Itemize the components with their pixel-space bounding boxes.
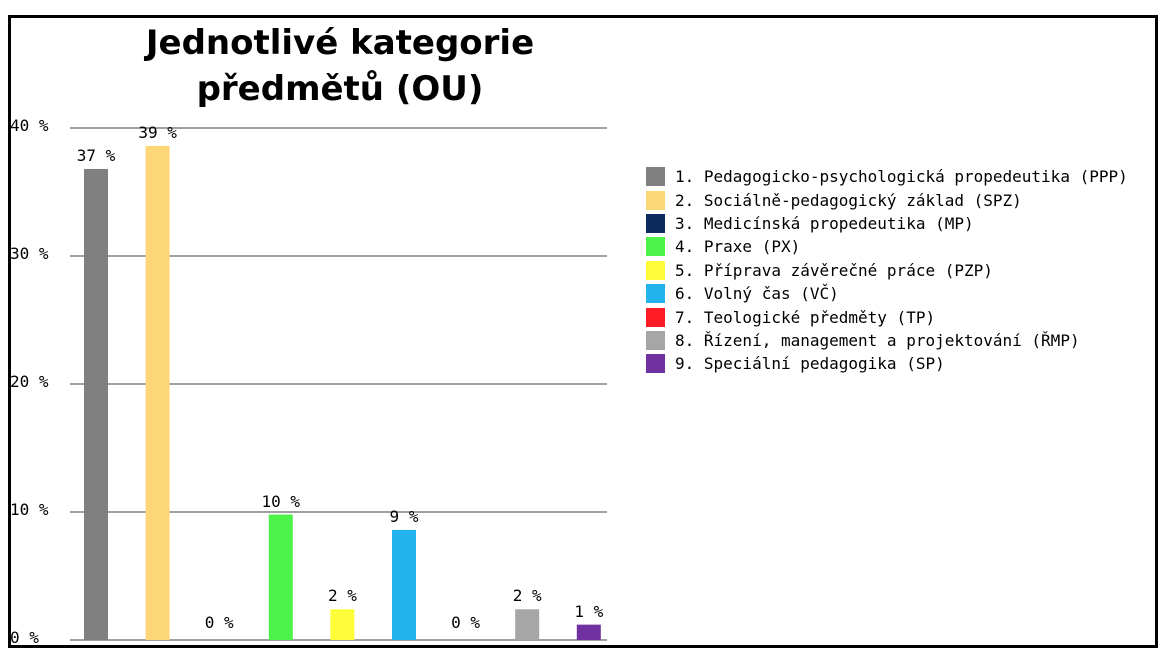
legend-label: 4. Praxe (PX): [675, 237, 801, 257]
legend-label: 1. Pedagogicko-psychologická propedeutik…: [675, 167, 1128, 187]
legend-label: 2. Sociálně-pedagogický základ (SPZ): [675, 190, 1022, 210]
legend-swatch: [646, 167, 665, 187]
y-tick-label: 40 %: [10, 116, 49, 135]
legend-item: 6. Volný čas (VČ): [646, 282, 1128, 305]
bar: [268, 514, 293, 640]
legend-item: 7. Teologické předměty (TP): [646, 305, 1128, 328]
legend-swatch: [646, 213, 665, 233]
legend-swatch: [646, 354, 665, 374]
data-label: 10 %: [261, 491, 301, 511]
legend-item: 2. Sociálně-pedagogický základ (SPZ): [646, 188, 1128, 211]
data-label: 0 %: [451, 613, 481, 632]
legend-item: 4. Praxe (PX): [646, 235, 1128, 258]
legend-label: 8. Řízení, management a projektování (ŘM…: [675, 330, 1080, 350]
y-tick-label: 30 %: [10, 244, 49, 263]
bar: [515, 609, 540, 640]
chart-title: Jednotlivé kategorie předmětů (OU): [145, 23, 535, 109]
legend-item: 3. Medicínská propedeutika (MP): [646, 212, 1128, 235]
bar: [576, 624, 601, 640]
bar: [392, 529, 416, 640]
data-label: 39 %: [138, 122, 177, 142]
legend-item: 5. Příprava závěrečné práce (PZP): [646, 259, 1128, 282]
legend-label: 9. Speciální pedagogika (SP): [675, 354, 945, 374]
data-label: 0 %: [204, 613, 234, 632]
data-label: 9 %: [389, 506, 419, 526]
legend-swatch: [646, 260, 665, 280]
data-label: 2 %: [512, 586, 542, 606]
legend-swatch: [646, 330, 665, 350]
legend-item: 1. Pedagogicko-psychologická propedeutik…: [646, 165, 1128, 188]
bar: [145, 145, 170, 641]
legend-item: 8. Řízení, management a projektování (ŘM…: [646, 329, 1128, 352]
legend-swatch: [646, 307, 665, 327]
bar: [330, 609, 355, 640]
data-label: 37 %: [76, 145, 116, 165]
y-tick-label: 0 %: [10, 628, 39, 647]
legend: 1. Pedagogicko-psychologická propedeutik…: [646, 165, 1128, 376]
data-label: 2 %: [327, 586, 357, 606]
legend-swatch: [646, 237, 665, 257]
bar: [84, 168, 108, 640]
legend-label: 7. Teologické předměty (TP): [675, 307, 936, 327]
legend-item: 9. Speciální pedagogika (SP): [646, 352, 1128, 375]
data-label: 1 %: [574, 601, 604, 621]
legend-label: 6. Volný čas (VČ): [675, 284, 839, 304]
chart-frame: [8, 15, 1158, 648]
legend-label: 5. Příprava závěrečné práce (PZP): [675, 260, 993, 280]
legend-swatch: [646, 190, 665, 210]
y-tick-label: 20 %: [10, 372, 49, 391]
legend-swatch: [646, 284, 665, 304]
y-tick-label: 10 %: [10, 500, 49, 519]
legend-label: 3. Medicínská propedeutika (MP): [675, 213, 974, 233]
